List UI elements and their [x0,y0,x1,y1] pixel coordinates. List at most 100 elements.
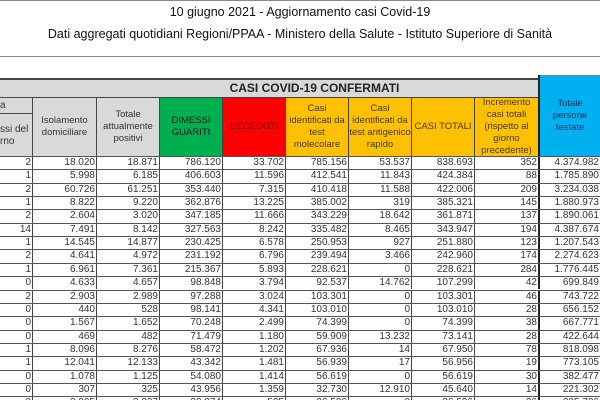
cell-casi-totali: 26.596 [411,397,474,400]
cell-guariti: 347.185 [159,210,222,223]
cell-deceduti: 1.202 [222,343,285,357]
cell-left: 1 [25,237,31,249]
cell-left: 1 [25,343,31,355]
cell-casi-totali: 103.301 [411,290,474,303]
table-row: 0 4.633 4.657 98.848 3.794 92.537 14.762 107.29… [0,276,600,290]
cell-antigenico: 8.465 [348,223,411,237]
cell-molecolare: 67.936 [285,343,348,357]
cell-deceduti: 6.578 [222,237,285,250]
cell-molecolare: 103.301 [285,290,348,303]
cell-isolamento: 18.020 [32,157,96,170]
cell-isolamento: 8.822 [32,197,96,210]
cell-casi-totali: 242.960 [411,250,474,263]
cell-casi-totali: 45.640 [411,383,474,397]
cell-guariti: 58.472 [159,343,222,357]
cell-antigenico: 0 [348,303,411,317]
cell-testate: 3.234.038 [538,183,600,197]
cell-casi-totali: 56.956 [411,357,474,370]
cell-isolamento: 1.567 [32,317,96,330]
cell-deceduti: 33.702 [222,157,285,170]
cell-guariti: 43.342 [159,357,222,370]
table-row: 2 18.020 18.871 786.120 33.702 785.156 53.537 8… [0,156,600,170]
cell-incremento: 174 [474,250,538,263]
cell-guariti: 70.248 [159,317,222,330]
cell-guariti: 43.956 [159,383,222,397]
cell-isolamento: 14.545 [32,237,96,250]
cell-left: 0 [0,397,32,400]
cell-guariti: 230.425 [159,237,222,250]
cell-isolamento: 8.096 [32,343,96,357]
cell-left: 1 [25,170,31,182]
cell-molecolare: 56.619 [285,370,348,383]
cell-casi-totali: 343.947 [411,223,474,237]
cell-molecolare: 335.482 [285,223,348,237]
table-row: 02.9953.03722.97458526.596026.59636205.7… [0,396,600,400]
cell-incremento: 209 [474,183,538,197]
table-row: 0 1.567 1.652 70.248 2.499 74.399 0 74.399 38 667… [0,316,600,330]
cell-positivi: 8.276 [96,343,159,357]
cell-casi-totali: 74.399 [411,317,474,330]
table-row: 2 2.604 3.020 347.185 11.666 343.229 18.642 361… [0,209,600,223]
cell-casi-totali: 251.880 [411,237,474,250]
cell-isolamento: 4.633 [32,277,96,290]
cell-left: 1 [25,197,31,209]
cell-isolamento: 307 [32,383,96,397]
table-row: 0 1.078 1.125 54.080 1.414 56.619 0 56.619 30 382… [0,369,600,383]
cell-guariti: 71.479 [159,330,222,343]
cell-left: 0 [25,370,31,382]
cell-positivi: 4.972 [96,250,159,263]
cell-testate: 205.706 [538,397,600,400]
cell-casi-totali: 67.950 [411,343,474,357]
cell-testate: 1.776.445 [538,263,600,277]
cell-incremento: 36 [474,397,538,400]
cell-antigenico: 53.537 [348,157,411,170]
cell-left: 2 [25,210,31,222]
cell-incremento: 78 [474,343,538,357]
cell-incremento: 123 [474,237,538,250]
cell-deceduti: 11.596 [222,170,285,183]
cell-deceduti: 1.180 [222,330,285,343]
cell-casi-totali: 56.619 [411,370,474,383]
cell-guariti: 362.876 [159,197,222,210]
cell-incremento: 38 [474,317,538,330]
cell-testate: 2.274.623 [538,250,600,263]
cell-positivi: 3.020 [96,210,159,223]
cell-positivi: 482 [96,330,159,343]
cell-incremento: 145 [474,197,538,210]
table-row: 0 307 325 43.956 1.359 32.730 12.910 45.640 14 22… [0,382,600,397]
cell-positivi: 6.185 [96,170,159,183]
col-header-deceduti: DECEDUTI [222,97,285,156]
cell-antigenico: 0 [348,370,411,383]
cell-testate: 743.722 [538,290,600,303]
cell-testate: 4.387.674 [538,223,600,237]
col-header-isolamento: Isolamento domiciliare [32,97,96,156]
cell-guariti: 22.974 [159,397,222,400]
cell-left: 0 [25,317,31,329]
cell-casi-totali: 385.321 [411,197,474,210]
col-header-incremento: Incremento casi totali (rispetto al gior… [474,97,538,156]
cell-guariti: 215.367 [159,263,222,277]
cell-casi-totali: 228.621 [411,263,474,277]
cell-molecolare: 785.156 [285,157,348,170]
cell-antigenico: 13.232 [348,330,411,343]
left-partial-header-label: ssi del rno [0,114,32,156]
cell-antigenico: 3.466 [348,250,411,263]
cell-isolamento: 440 [32,303,96,317]
cell-antigenico: 0 [348,317,411,330]
cell-left: 2 [25,250,31,262]
cell-antigenico: 14.762 [348,277,411,290]
cell-antigenico: 14 [348,343,411,357]
covid-cases-table: CASI COVID-19 CONFERMATI a ssi del rno I… [0,75,600,400]
cell-guariti: 353.440 [159,183,222,197]
cell-guariti: 327.563 [159,223,222,237]
cell-deceduti: 2.499 [222,317,285,330]
report-title-band: 10 giugno 2021 - Aggiornamento casi Covi… [0,0,600,57]
cell-molecolare: 59.909 [285,330,348,343]
cell-positivi: 18.871 [96,157,159,170]
cell-antigenico: 17 [348,357,411,370]
cell-guariti: 54.080 [159,370,222,383]
cell-isolamento: 1.078 [32,370,96,383]
cell-antigenico: 0 [348,290,411,303]
cell-left: 0 [25,303,31,315]
cell-testate: 1.880.973 [538,197,600,210]
